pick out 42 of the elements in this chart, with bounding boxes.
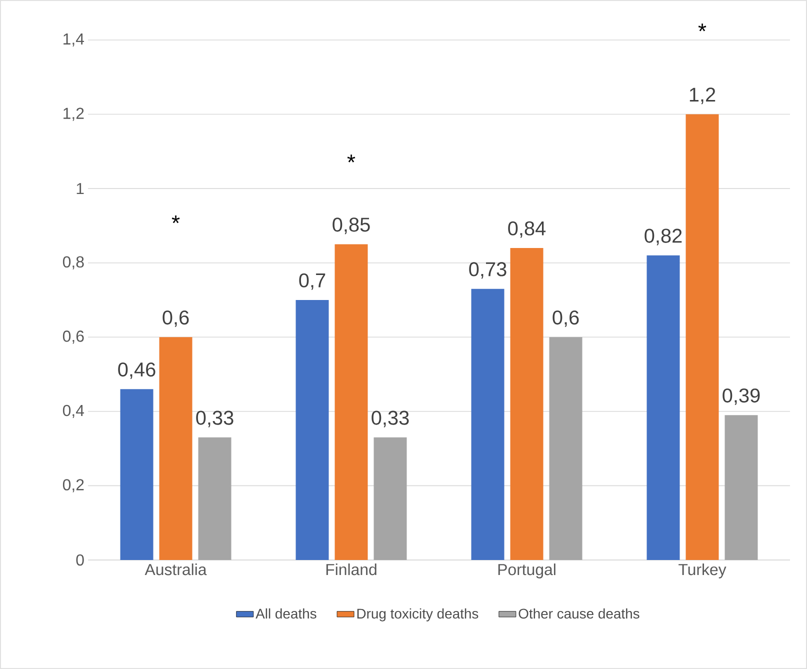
y-tick-label: 0,8 (62, 256, 84, 270)
y-tick-label: 1,4 (64, 33, 84, 46)
bar (334, 244, 368, 560)
data-label: 0,39 (722, 388, 760, 405)
bar (198, 437, 232, 560)
data-label: 0,85 (332, 218, 370, 234)
annotation: * (347, 154, 356, 162)
data-label: 0,6 (162, 310, 189, 327)
data-label: 0,6 (552, 310, 579, 327)
x-tick-label: Australia (144, 564, 207, 576)
bar (724, 415, 758, 560)
bar (510, 248, 544, 560)
bar (686, 114, 719, 560)
bar (296, 300, 329, 560)
bar (549, 337, 582, 560)
data-label: 0,73 (469, 262, 506, 279)
text: * (698, 24, 706, 32)
y-tick-label: 0,6 (62, 330, 84, 344)
y-tick-label: 0,2 (62, 479, 84, 492)
bar (471, 288, 504, 560)
x-tick-label: Finland (326, 564, 376, 576)
data-label: 0,82 (644, 228, 682, 246)
bar (159, 337, 192, 560)
y-tick-label: 1,2 (64, 108, 84, 121)
y-tick-label: 1 (76, 183, 84, 194)
legend-label: All deaths (256, 608, 316, 619)
data-label: 0,33 (196, 410, 234, 428)
x-tick-label: Turkey (678, 564, 726, 578)
y-tick-label: 0 (76, 554, 84, 566)
y-tick-label: 0,4 (62, 404, 84, 418)
annotation: * (172, 215, 180, 224)
data-label: 0,7 (299, 273, 326, 290)
bar (646, 255, 680, 560)
x-tick-label: Portugal (498, 564, 556, 578)
legend-label: Drug toxicity deaths (357, 608, 478, 622)
data-label: 1,2 (690, 88, 716, 104)
legend-label: Other cause deaths (518, 608, 640, 619)
data-label: 0,33 (372, 410, 409, 428)
data-label: 0,46 (118, 362, 156, 379)
data-label: 0,84 (508, 221, 546, 238)
bar (374, 437, 407, 560)
bar (120, 389, 154, 560)
